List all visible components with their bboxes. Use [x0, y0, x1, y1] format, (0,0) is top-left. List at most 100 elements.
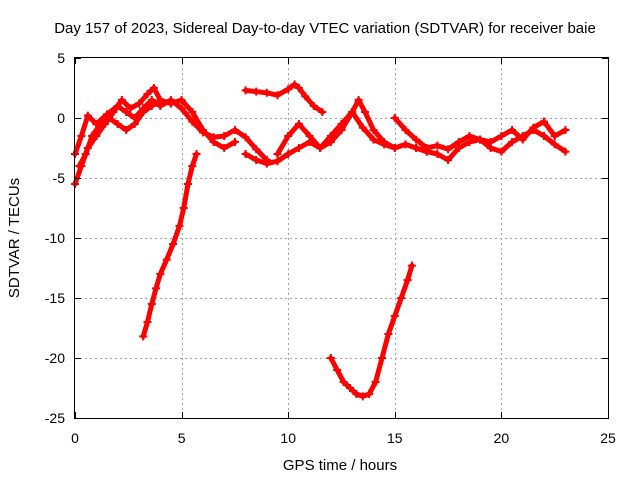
data-point	[369, 126, 378, 134]
data-point	[361, 108, 369, 116]
data-point	[337, 126, 346, 134]
data-point	[284, 85, 293, 94]
data-point	[241, 86, 250, 95]
data-point	[209, 138, 218, 146]
data-point	[540, 117, 548, 126]
data-point	[444, 156, 453, 164]
data-point	[390, 144, 399, 152]
data-series	[71, 80, 570, 401]
data-point	[497, 147, 506, 156]
data-point	[444, 145, 453, 154]
data-point	[149, 84, 158, 92]
data-point	[130, 120, 139, 128]
data-point	[113, 120, 122, 128]
data-point	[252, 87, 261, 96]
series-arc-8	[326, 261, 416, 401]
y-tick-label: -10	[45, 230, 65, 246]
data-point	[397, 294, 406, 302]
data-point	[422, 147, 431, 156]
axis-ticks: 0 5 10 15 20 25 5 0 -5 -10 -15 -20 -25	[45, 50, 616, 446]
data-point	[433, 141, 442, 150]
data-point	[365, 390, 374, 398]
data-point	[220, 144, 229, 152]
data-point	[105, 114, 114, 122]
x-tick-label: 10	[280, 430, 296, 446]
data-point	[156, 270, 165, 278]
data-point	[230, 138, 239, 146]
data-point	[81, 150, 90, 158]
y-tick-label: 0	[57, 110, 65, 126]
data-point	[561, 147, 570, 156]
data-point	[476, 135, 485, 144]
data-point	[252, 145, 261, 154]
data-point	[412, 135, 421, 144]
data-point	[497, 132, 506, 140]
data-point	[179, 204, 188, 212]
data-point	[220, 132, 229, 140]
data-point	[454, 144, 463, 152]
data-point	[486, 138, 495, 146]
data-point	[529, 123, 538, 132]
data-point	[508, 126, 517, 134]
data-point	[294, 144, 303, 152]
data-point	[294, 84, 303, 92]
data-point	[96, 120, 105, 128]
data-point	[318, 108, 327, 116]
data-point	[156, 96, 165, 104]
data-point	[352, 390, 361, 398]
data-point	[348, 108, 357, 116]
data-point	[135, 99, 143, 108]
data-point	[122, 126, 131, 134]
data-point	[273, 150, 282, 158]
x-tick-label: 5	[178, 430, 186, 446]
data-point	[77, 132, 86, 140]
data-point	[333, 366, 342, 374]
data-point	[305, 132, 314, 140]
data-point	[117, 96, 126, 104]
data-point	[326, 138, 335, 146]
series-trace	[243, 81, 325, 115]
data-point	[518, 135, 527, 144]
data-point	[540, 132, 548, 140]
series-arc-3	[75, 102, 156, 170]
y-tick-label: 5	[57, 50, 65, 66]
data-point	[162, 255, 171, 264]
series-arc-10	[412, 117, 570, 164]
data-point	[294, 120, 303, 128]
data-point	[433, 150, 442, 158]
data-point	[561, 126, 570, 134]
data-point	[380, 138, 389, 146]
data-point	[188, 108, 197, 116]
data-point	[273, 91, 282, 100]
data-point	[252, 156, 261, 164]
series-arc-5	[241, 80, 327, 116]
data-point	[290, 80, 299, 89]
data-point	[241, 133, 250, 142]
data-point	[175, 222, 184, 230]
data-point	[550, 132, 559, 140]
y-tick-label: -25	[45, 410, 65, 426]
y-tick-label: -15	[45, 290, 65, 306]
chart-title: Day 157 of 2023, Sidereal Day-to-day VTE…	[54, 20, 596, 37]
data-point	[177, 96, 186, 104]
data-point	[369, 135, 378, 144]
data-point	[354, 96, 363, 104]
data-point	[273, 157, 282, 166]
data-point	[126, 104, 135, 113]
data-point	[88, 132, 97, 140]
data-point	[465, 138, 474, 146]
data-point	[358, 392, 367, 401]
data-point	[184, 180, 192, 188]
data-point	[83, 111, 92, 120]
data-point	[390, 312, 399, 320]
data-point	[143, 90, 152, 98]
data-point	[262, 88, 271, 97]
series-arc-2	[71, 84, 239, 188]
data-point	[262, 159, 271, 168]
series-trace	[275, 97, 430, 157]
data-point	[403, 276, 412, 284]
data-point	[384, 330, 393, 338]
data-point	[109, 108, 118, 116]
data-point	[147, 300, 156, 308]
